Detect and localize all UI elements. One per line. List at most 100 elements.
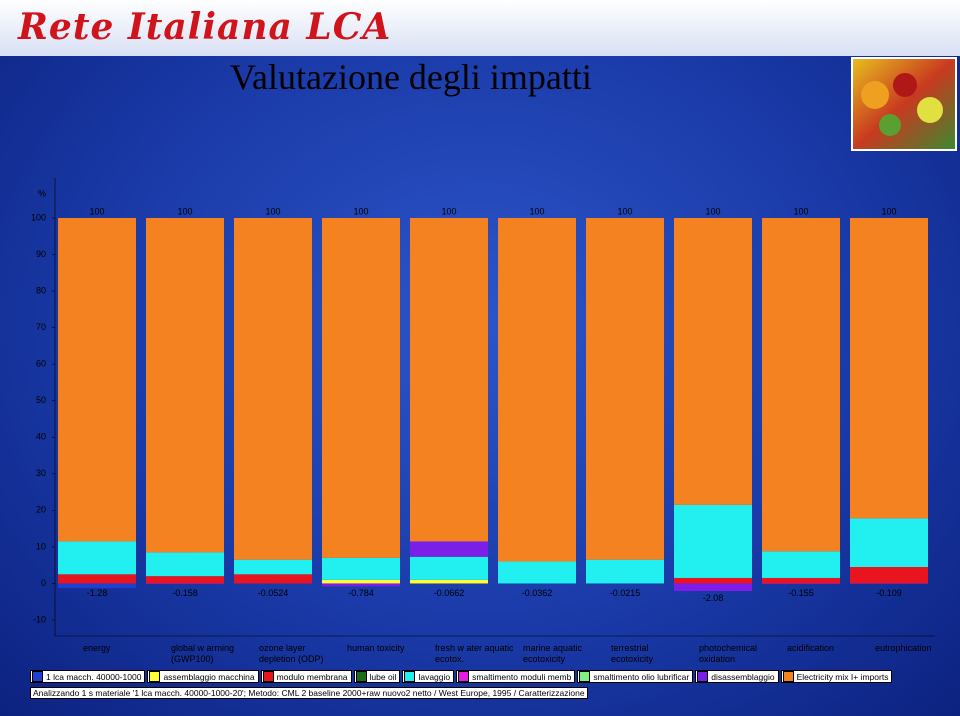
bar-segment	[234, 559, 312, 575]
bar-segment	[146, 583, 224, 585]
legend-swatch	[404, 671, 416, 682]
y-tick-label: 50	[36, 395, 46, 405]
bar-segment	[322, 218, 400, 558]
negative-total-label: -0.784	[348, 588, 374, 598]
y-tick-label: 90	[36, 249, 46, 259]
bar-segment	[586, 218, 664, 560]
total-label: 100	[177, 206, 192, 216]
negative-total-label: -0.158	[172, 588, 198, 598]
legend-label: Electricity mix I+ imports	[796, 671, 889, 682]
bar-segment	[322, 557, 400, 580]
bar-segment	[146, 218, 224, 553]
legend-swatch	[579, 671, 591, 682]
legend-item: smaltimento olio lubrificar	[577, 670, 694, 683]
bar-segment	[58, 541, 136, 575]
total-label: 100	[353, 206, 368, 216]
bar-segment	[498, 218, 576, 562]
photo	[851, 57, 957, 151]
legend-item: smaltimento moduli memb	[456, 670, 576, 683]
bar-segment	[762, 218, 840, 552]
total-label: 100	[793, 206, 808, 216]
negative-total-label: -1.28	[87, 588, 108, 598]
negative-total-label: -0.155	[788, 588, 814, 598]
legend-item: assemblaggio macchina	[147, 670, 259, 683]
legend-swatch	[458, 671, 470, 682]
bar-segment	[146, 576, 224, 584]
category-label: global w arming (GWP100)	[171, 643, 235, 664]
legend-label: smaltimento moduli memb	[472, 671, 572, 682]
legend-label: disassemblaggio	[711, 671, 775, 682]
legend-swatch	[149, 671, 161, 682]
bar-segment	[410, 541, 488, 557]
y-tick-label: 70	[36, 322, 46, 332]
bar-segment	[762, 551, 840, 578]
category-label: human toxicity	[347, 643, 405, 653]
category-label: fresh w ater aquatic ecotox.	[435, 643, 514, 664]
legend-item: disassemblaggio	[695, 670, 779, 683]
bar-segment	[410, 556, 488, 580]
y-tick-label: 10	[36, 541, 46, 551]
total-label: 100	[265, 206, 280, 216]
legend-label: lube oil	[369, 671, 397, 682]
legend: 1 lca macch. 40000-1000 assemblaggio macc…	[30, 670, 894, 683]
total-label: 100	[617, 206, 632, 216]
bar-segment	[58, 574, 136, 584]
negative-total-label: -0.0524	[258, 588, 289, 598]
total-label: 100	[441, 206, 456, 216]
bar-segment	[498, 561, 576, 584]
total-label: 100	[881, 206, 896, 216]
category-label: energy	[83, 643, 111, 653]
y-tick-label: 100	[31, 212, 46, 222]
legend-swatch	[32, 671, 43, 682]
negative-total-label: -0.109	[876, 588, 902, 598]
negative-total-label: -0.0362	[522, 588, 553, 598]
y-axis-title: %	[38, 188, 46, 198]
slide-title: Valutazione degli impatti	[230, 57, 592, 97]
bar-segment	[674, 504, 752, 578]
negative-total-label: -0.0215	[610, 588, 641, 598]
category-label: acidification	[787, 643, 835, 653]
legend-swatch	[355, 671, 367, 682]
legend-label: assemblaggio macchina	[163, 671, 255, 682]
footer: Analizzando 1 s materiale '1 lca macch. …	[30, 687, 588, 699]
category-label: photochemical oxidation	[699, 643, 758, 664]
bar-segment	[58, 218, 136, 542]
y-tick-label: 30	[36, 468, 46, 478]
y-tick-label: -10	[33, 614, 46, 624]
legend-label: modulo membrana	[276, 671, 348, 682]
bar-segment	[674, 577, 752, 584]
bar-segment	[850, 218, 928, 519]
legend-label: 1 lca macch. 40000-1000	[46, 671, 142, 682]
bar-segment	[850, 567, 928, 584]
bar-segment	[146, 552, 224, 577]
bar-segment	[234, 218, 312, 560]
bar-segment	[850, 518, 928, 568]
negative-total-label: -2.08	[703, 593, 724, 603]
bar-segment	[410, 579, 488, 584]
legend-item: Electricity mix I+ imports	[780, 670, 893, 683]
y-tick-label: 80	[36, 285, 46, 295]
bar-segment	[322, 579, 400, 584]
y-tick-label: 20	[36, 505, 46, 515]
bar-segment	[762, 583, 840, 585]
total-label: 100	[705, 206, 720, 216]
brand: Rete Italiana LCA	[18, 6, 392, 48]
legend-item: lube oil	[353, 670, 401, 683]
category-label: marine aquatic ecotoxicity	[523, 643, 583, 664]
bar-segment	[674, 218, 752, 505]
legend-label: lavaggio	[418, 671, 451, 682]
total-label: 100	[529, 206, 544, 216]
legend-item: 1 lca macch. 40000-1000	[30, 670, 146, 683]
bar-segment	[410, 218, 488, 542]
header-band	[0, 0, 960, 56]
category-label: eutrophication	[875, 643, 932, 653]
legend-swatch	[262, 671, 274, 682]
bar-segment	[762, 577, 840, 584]
total-label: 100	[89, 206, 104, 216]
legend-swatch	[782, 671, 794, 682]
legend-item: modulo membrana	[260, 670, 352, 683]
bar-segment	[322, 583, 400, 587]
bar-segment	[58, 583, 136, 589]
